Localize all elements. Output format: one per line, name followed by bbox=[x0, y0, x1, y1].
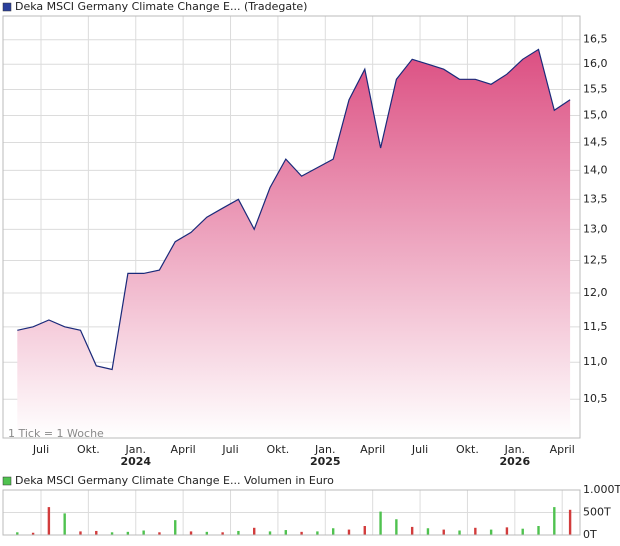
area-fill bbox=[17, 49, 571, 439]
volume-bar bbox=[458, 530, 461, 535]
volume-bar bbox=[31, 532, 35, 535]
x-tick-year: 2026 bbox=[500, 455, 531, 468]
x-tick-year: 2024 bbox=[120, 455, 151, 468]
x-tick-year: 2025 bbox=[310, 455, 341, 468]
volume-bar bbox=[521, 528, 524, 535]
y-tick-label: 13,5 bbox=[583, 192, 608, 205]
volume-bar bbox=[47, 507, 51, 535]
volume-bar bbox=[410, 526, 414, 535]
plot-border bbox=[2, 15, 581, 439]
y-tick-label: 13,0 bbox=[583, 222, 608, 235]
volume-bar bbox=[237, 530, 240, 535]
volume-bar bbox=[253, 527, 256, 535]
volume-bar bbox=[205, 531, 209, 535]
legend-swatch bbox=[2, 2, 12, 12]
y-tick-label: 0T bbox=[583, 528, 597, 541]
annotation: 1 Tick = 1 Woche bbox=[8, 427, 104, 440]
x-tick-label: Jan. bbox=[125, 443, 146, 456]
volume-bar bbox=[568, 509, 572, 535]
y-tick-label: 15,5 bbox=[583, 82, 608, 95]
y-tick-label: 11,5 bbox=[583, 320, 608, 333]
x-tick-label: April bbox=[171, 443, 196, 456]
volume-bar bbox=[174, 520, 177, 535]
volume-bar bbox=[379, 511, 382, 535]
volume-bar bbox=[158, 532, 161, 535]
x-tick-label: April bbox=[360, 443, 385, 456]
y-tick-label: 10,5 bbox=[583, 392, 608, 405]
x-tick-label: Okt. bbox=[266, 443, 289, 456]
x-tick-label: Okt. bbox=[77, 443, 100, 456]
y-tick-label: 14,5 bbox=[583, 136, 608, 149]
volume-bar bbox=[553, 507, 556, 535]
volume-bar bbox=[221, 532, 224, 535]
x-tick-label: Juli bbox=[221, 443, 238, 456]
volume-bar bbox=[331, 528, 335, 535]
x-tick-label: April bbox=[550, 443, 575, 456]
volume-bar bbox=[16, 532, 19, 535]
legend-label: Deka MSCI Germany Climate Change E... (T… bbox=[15, 0, 307, 13]
y-tick-label: 1.000T bbox=[583, 483, 620, 496]
x-tick-label: Jan. bbox=[314, 443, 335, 456]
volume-bar bbox=[142, 530, 145, 535]
volume-bar bbox=[442, 529, 445, 535]
price-line bbox=[17, 48, 571, 371]
volume-bar bbox=[395, 519, 398, 535]
volume-bar bbox=[189, 531, 193, 535]
volume-bar bbox=[63, 513, 66, 535]
volume-bar bbox=[316, 531, 319, 535]
volume-bar bbox=[505, 527, 509, 535]
volume-bar bbox=[474, 527, 477, 535]
volume-bar bbox=[489, 529, 493, 535]
volume-bar bbox=[426, 528, 430, 535]
y-tick-label: 500T bbox=[583, 506, 611, 519]
y-tick-label: 14,0 bbox=[583, 163, 608, 176]
y-tick-label: 15,0 bbox=[583, 109, 608, 122]
x-tick-label: Okt. bbox=[456, 443, 479, 456]
x-tick-label: Juli bbox=[411, 443, 428, 456]
volume-bar bbox=[284, 530, 288, 535]
volume-bar bbox=[95, 530, 98, 535]
x-tick-label: Juli bbox=[32, 443, 49, 456]
legend-swatch bbox=[2, 476, 12, 486]
volume-bar bbox=[537, 526, 540, 535]
x-tick-label: Jan. bbox=[504, 443, 525, 456]
volume-bar bbox=[268, 531, 272, 535]
volume-bar bbox=[347, 529, 351, 535]
volume-bar bbox=[363, 526, 366, 535]
volume-bar bbox=[300, 531, 303, 535]
plot-border bbox=[2, 489, 581, 536]
legend-label: Deka MSCI Germany Climate Change E... Vo… bbox=[15, 474, 334, 487]
y-tick-label: 16,0 bbox=[583, 57, 608, 70]
y-tick-label: 11,0 bbox=[583, 355, 608, 368]
y-tick-label: 12,0 bbox=[583, 286, 608, 299]
y-tick-label: 12,5 bbox=[583, 254, 608, 267]
volume-bar bbox=[110, 532, 114, 535]
y-tick-label: 16,5 bbox=[583, 33, 608, 46]
volume-bar bbox=[126, 531, 130, 535]
volume-bar bbox=[79, 531, 82, 535]
